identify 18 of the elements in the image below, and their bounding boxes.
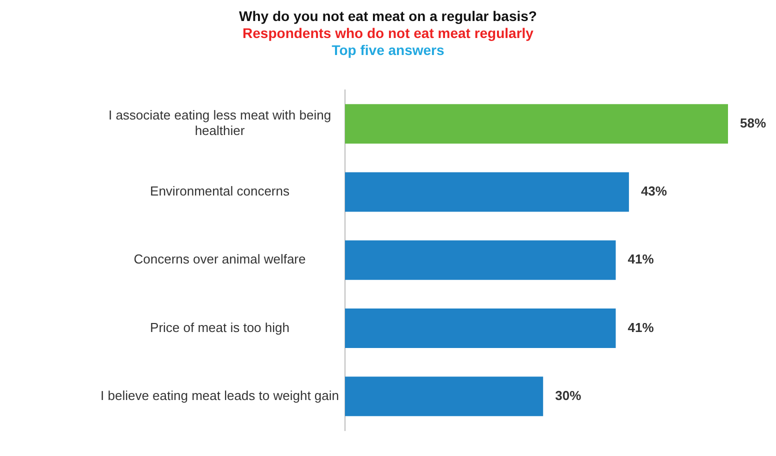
bar <box>345 240 616 280</box>
data-label: 58% <box>740 115 766 130</box>
chart-subtitle: Respondents who do not eat meat regularly <box>242 25 534 42</box>
y-tick-label: Price of meat is too high <box>150 320 290 335</box>
y-tick-label: I associate eating less meat with being healthier <box>108 108 332 138</box>
y-tick-label: Concerns over animal welfare <box>134 252 306 267</box>
data-label: 41% <box>628 320 654 335</box>
data-label: 30% <box>555 388 582 403</box>
data-label: 43% <box>640 184 668 199</box>
bar <box>345 104 728 144</box>
chart-title: Why do you not eat meat on a regular basis? <box>238 8 538 25</box>
bar <box>345 172 629 212</box>
bar <box>345 308 616 348</box>
text: Top five answers <box>330 42 446 59</box>
data-label: 41% <box>628 252 654 267</box>
bar <box>345 376 544 416</box>
y-tick-label: Environmental concerns <box>150 184 290 199</box>
y-tick-label: I believe eating meat leads to weight gain <box>100 388 340 403</box>
